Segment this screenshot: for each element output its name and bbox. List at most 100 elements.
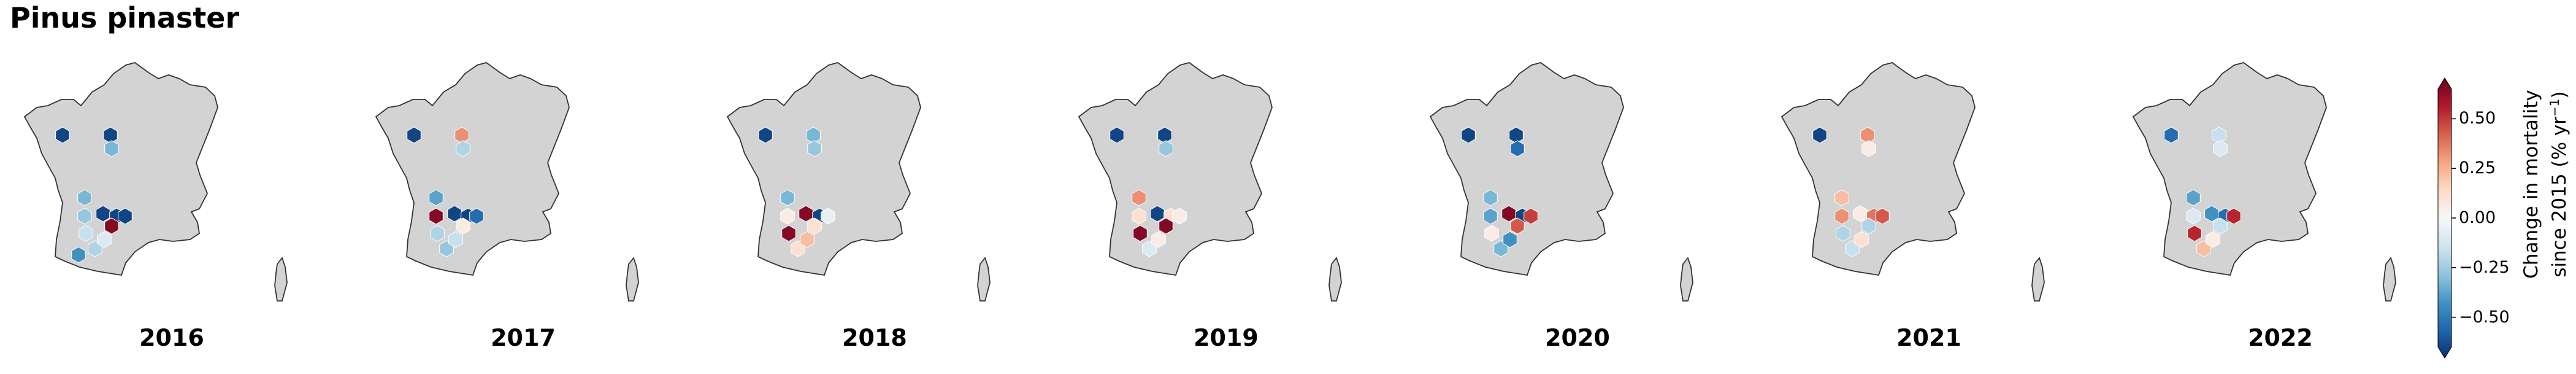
hex-cell-landes_c [1854, 231, 1869, 248]
colorbar-tick-label: −0.25 [2459, 257, 2510, 277]
hex-cell-north_b [1510, 140, 1525, 157]
france-map [23, 62, 288, 302]
hex-cell-north_b [456, 140, 470, 157]
map-panel-2016 [12, 55, 331, 319]
hex-cell-gironde_n [1132, 189, 1146, 206]
hex-cell-cw_c [821, 208, 835, 225]
hex-cell-gironde_n [2186, 189, 2201, 206]
hex-cell-gironde_mid [77, 208, 92, 225]
france-map [1429, 62, 1693, 302]
hex-cell-cw_c [1524, 208, 1538, 225]
colorbar: 0.50 0.25 0.00 −0.25 −0.50 [2432, 77, 2510, 374]
hex-cell-gironde_mid [1834, 208, 1849, 225]
hex-cell-finistere [1812, 127, 1827, 144]
france-outline [375, 62, 570, 276]
hex-cell-landes_a [2187, 225, 2202, 242]
hex-cell-cw_a [1150, 205, 1165, 222]
hex-cell-north_b [2213, 140, 2228, 157]
france-map [2132, 62, 2396, 302]
hex-cell-cw_a [447, 205, 462, 222]
hex-cell-cw_c [1875, 208, 1890, 225]
year-label-2022: 2022 [2248, 324, 2313, 351]
hex-cell-gironde_n [429, 189, 443, 206]
france-map [726, 62, 991, 302]
hex-cell-finistere [1110, 127, 1124, 144]
map-panel-2022 [2121, 55, 2440, 319]
hex-cell-finistere [55, 127, 70, 144]
hex-cell-gironde_n [780, 189, 795, 206]
map-panel-2018 [715, 55, 1034, 319]
corsica-outline [2383, 257, 2396, 302]
colorbar-label-line1: Change in mortality [2520, 90, 2542, 279]
year-label-2019: 2019 [1194, 324, 1259, 351]
france-map [1781, 62, 2045, 302]
hex-cell-landes_a [781, 225, 796, 242]
france-map [375, 62, 639, 302]
map-panel-2017 [364, 55, 683, 319]
hex-cell-gironde_mid [2186, 208, 2201, 225]
hex-cell-cw_d [104, 217, 119, 235]
hex-cell-gironde_mid [1132, 208, 1146, 225]
corsica-outline [2031, 257, 2045, 302]
france-outline [23, 62, 218, 276]
corsica-outline [1680, 257, 1693, 302]
colorbar-label: Change in mortality since 2015 (% yr−1) [2520, 90, 2571, 278]
corsica-outline [274, 257, 288, 302]
hex-cell-cw_d [2213, 217, 2228, 235]
figure-title: Pinus pinaster [10, 1, 240, 34]
hex-cell-north_b [807, 140, 822, 157]
hex-cell-landes_a [1484, 225, 1499, 242]
corsica-outline [626, 257, 639, 302]
colorbar-tick-label: 0.00 [2459, 208, 2496, 227]
france-outline [1781, 62, 1976, 276]
hex-cell-cw_d [1510, 217, 1525, 235]
colorbar-tick-label: 0.25 [2459, 158, 2496, 178]
hex-cell-cw_c [118, 208, 132, 225]
hex-cell-cw_a [1501, 205, 1516, 222]
hex-cell-north_b [1159, 140, 1173, 157]
hex-cell-finistere [407, 127, 421, 144]
france-outline [1429, 62, 1624, 276]
hex-cell-landes_c [2206, 231, 2220, 248]
hex-cell-cw_d [807, 217, 822, 235]
hex-cell-landes_c [1503, 231, 1517, 248]
hex-cell-gironde_mid [780, 208, 795, 225]
france-outline [2132, 62, 2327, 276]
corsica-outline [977, 257, 991, 302]
hex-cell-gironde_n [77, 189, 92, 206]
hex-cell-cw_c [469, 208, 484, 225]
hex-cell-finistere [1461, 127, 1476, 144]
hex-cell-cw_a [96, 205, 110, 222]
hex-cell-cw_a [799, 205, 813, 222]
hex-cell-landes_c [1151, 231, 1166, 248]
colorbar-tick-label: 0.50 [2459, 109, 2496, 128]
colorbar-gradient [2437, 77, 2456, 359]
hex-cell-landes_a [430, 225, 445, 242]
hex-cell-north_b [1861, 140, 1876, 157]
year-label-2021: 2021 [1896, 324, 1961, 351]
hex-cell-landes_c [97, 231, 112, 248]
hex-cell-gironde_n [1834, 189, 1849, 206]
hex-cell-finistere [2164, 127, 2179, 144]
hex-cell-landes_a [79, 225, 93, 242]
hex-cell-cw_d [1861, 217, 1876, 235]
france-outline [1078, 62, 1273, 276]
map-panel-2020 [1418, 55, 1737, 319]
france-map [1078, 62, 1342, 302]
colorbar-tick-label: −0.50 [2459, 307, 2510, 327]
hex-cell-landes_c [800, 231, 815, 248]
france-outline [726, 62, 921, 276]
map-panel-2021 [1769, 55, 2088, 319]
hex-cell-landes_a [1836, 225, 1850, 242]
hex-cell-cw_d [1159, 217, 1173, 235]
year-label-2016: 2016 [139, 324, 204, 351]
map-panel-2019 [1067, 55, 1386, 319]
year-label-2020: 2020 [1545, 324, 1610, 351]
hex-cell-gironde_mid [1483, 208, 1498, 225]
hex-cell-cw_a [2204, 205, 2219, 222]
hex-cell-north_b [104, 140, 119, 157]
hex-cell-landes_c [448, 231, 463, 248]
hex-cell-cw_c [2226, 208, 2241, 225]
hex-cell-finistere [758, 127, 773, 144]
hex-cell-gironde_n [1483, 189, 1498, 206]
